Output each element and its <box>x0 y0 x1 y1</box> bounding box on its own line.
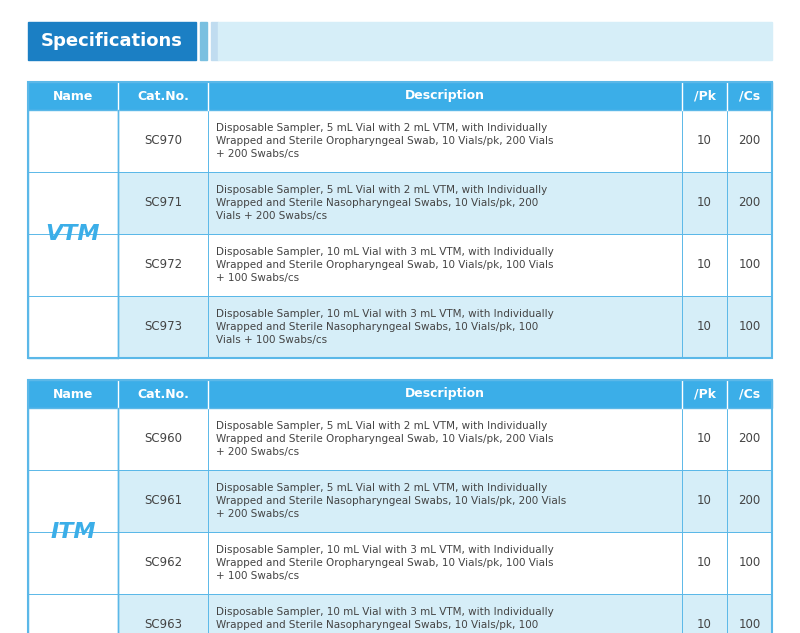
Text: Disposable Sampler, 5 mL Vial with 2 mL VTM, with Individually
Wrapped and Steri: Disposable Sampler, 5 mL Vial with 2 mL … <box>216 483 566 519</box>
Bar <box>28 234 772 296</box>
Bar <box>211 22 218 60</box>
Bar <box>218 22 772 60</box>
Text: Disposable Sampler, 10 mL Vial with 3 mL VTM, with Individually
Wrapped and Ster: Disposable Sampler, 10 mL Vial with 3 mL… <box>216 247 554 283</box>
Text: Disposable Sampler, 5 mL Vial with 2 mL VTM, with Individually
Wrapped and Steri: Disposable Sampler, 5 mL Vial with 2 mL … <box>216 123 554 160</box>
Text: 10: 10 <box>697 556 712 570</box>
Text: Specifications: Specifications <box>41 32 183 50</box>
Text: 10: 10 <box>697 258 712 272</box>
Bar <box>28 82 772 358</box>
Text: /Pk: /Pk <box>694 387 715 401</box>
Bar <box>200 22 207 60</box>
Bar <box>28 408 772 470</box>
Bar <box>28 380 772 408</box>
Text: Description: Description <box>405 387 485 401</box>
Text: ITM: ITM <box>50 522 96 542</box>
Text: Cat.No.: Cat.No. <box>137 387 189 401</box>
Text: /Cs: /Cs <box>739 89 760 103</box>
Bar <box>28 532 772 594</box>
Bar <box>28 110 118 358</box>
Text: 10: 10 <box>697 134 712 147</box>
Text: 10: 10 <box>697 320 712 334</box>
Text: 100: 100 <box>738 556 761 570</box>
Text: SC963: SC963 <box>144 618 182 632</box>
Text: 200: 200 <box>738 134 761 147</box>
Text: SC973: SC973 <box>144 320 182 334</box>
Text: 200: 200 <box>738 432 761 446</box>
Text: 200: 200 <box>738 494 761 508</box>
Bar <box>28 380 772 633</box>
Text: 200: 200 <box>738 196 761 210</box>
Text: Description: Description <box>405 89 485 103</box>
Text: Disposable Sampler, 10 mL Vial with 3 mL VTM, with Individually
Wrapped and Ster: Disposable Sampler, 10 mL Vial with 3 mL… <box>216 607 554 633</box>
Text: Disposable Sampler, 5 mL Vial with 2 mL VTM, with Individually
Wrapped and Steri: Disposable Sampler, 5 mL Vial with 2 mL … <box>216 421 554 457</box>
Text: 10: 10 <box>697 618 712 632</box>
Bar <box>28 408 118 633</box>
Bar <box>28 594 772 633</box>
Text: 10: 10 <box>697 196 712 210</box>
Bar <box>28 470 772 532</box>
Text: 10: 10 <box>697 432 712 446</box>
Text: 100: 100 <box>738 618 761 632</box>
Text: SC962: SC962 <box>144 556 182 570</box>
Text: 100: 100 <box>738 258 761 272</box>
Text: SC961: SC961 <box>144 494 182 508</box>
Text: /Cs: /Cs <box>739 387 760 401</box>
Text: /Pk: /Pk <box>694 89 715 103</box>
Bar <box>28 172 772 234</box>
Bar <box>28 110 772 172</box>
Bar <box>28 82 772 110</box>
Text: Disposable Sampler, 10 mL Vial with 3 mL VTM, with Individually
Wrapped and Ster: Disposable Sampler, 10 mL Vial with 3 mL… <box>216 545 554 581</box>
Bar <box>28 296 772 358</box>
Bar <box>28 22 196 60</box>
Text: SC970: SC970 <box>144 134 182 147</box>
Text: Disposable Sampler, 5 mL Vial with 2 mL VTM, with Individually
Wrapped and Steri: Disposable Sampler, 5 mL Vial with 2 mL … <box>216 185 547 221</box>
Text: Cat.No.: Cat.No. <box>137 89 189 103</box>
Text: VTM: VTM <box>46 224 100 244</box>
Text: SC972: SC972 <box>144 258 182 272</box>
Text: Name: Name <box>53 89 93 103</box>
Text: SC960: SC960 <box>144 432 182 446</box>
Text: 100: 100 <box>738 320 761 334</box>
Text: SC971: SC971 <box>144 196 182 210</box>
Text: Disposable Sampler, 10 mL Vial with 3 mL VTM, with Individually
Wrapped and Ster: Disposable Sampler, 10 mL Vial with 3 mL… <box>216 309 554 345</box>
Text: 10: 10 <box>697 494 712 508</box>
Text: Name: Name <box>53 387 93 401</box>
